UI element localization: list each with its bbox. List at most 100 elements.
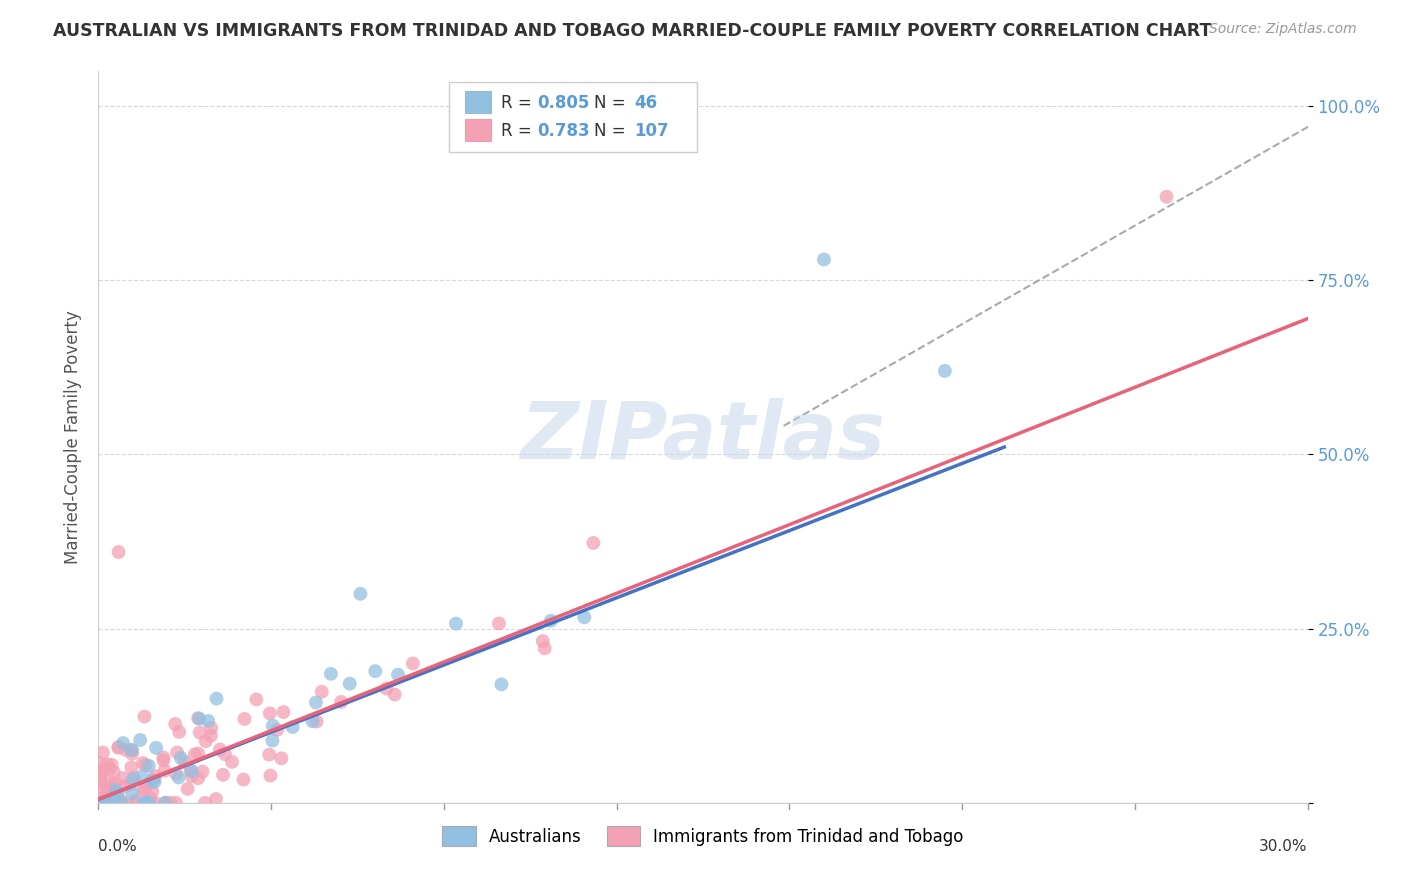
Point — [132, 783, 155, 797]
Point — [90, 766, 112, 780]
Point — [176, 781, 198, 796]
Point — [110, 796, 132, 810]
Point — [813, 252, 835, 267]
Point — [173, 755, 195, 769]
Point — [212, 768, 235, 782]
Point — [533, 641, 555, 656]
Point — [270, 751, 292, 765]
Point — [259, 768, 281, 782]
Point — [131, 769, 153, 783]
Point — [167, 771, 190, 785]
Point — [89, 772, 111, 786]
Point — [89, 773, 111, 788]
Point — [402, 657, 425, 671]
Point — [262, 719, 284, 733]
Point — [194, 796, 217, 810]
Point — [93, 796, 115, 810]
Point — [305, 714, 328, 729]
Point — [141, 785, 163, 799]
Point — [233, 712, 256, 726]
Point — [136, 796, 159, 810]
Point — [134, 709, 156, 723]
FancyBboxPatch shape — [465, 91, 492, 112]
Point — [122, 771, 145, 785]
Point — [205, 691, 228, 706]
Point — [187, 747, 209, 761]
Point — [273, 705, 295, 719]
Point — [208, 742, 231, 756]
Point — [319, 666, 342, 681]
Point — [98, 790, 121, 805]
Point — [167, 725, 190, 739]
Point — [387, 667, 409, 681]
Point — [138, 759, 160, 773]
Point — [90, 796, 112, 810]
Point — [184, 747, 207, 762]
Point — [98, 780, 121, 795]
Point — [152, 750, 174, 764]
Text: 107: 107 — [634, 122, 669, 140]
Point — [107, 789, 129, 804]
Point — [124, 796, 146, 810]
Legend: Australians, Immigrants from Trinidad and Tobago: Australians, Immigrants from Trinidad an… — [436, 820, 970, 853]
Point — [582, 536, 605, 550]
Point — [444, 616, 467, 631]
Point — [194, 734, 217, 748]
Point — [188, 712, 211, 726]
Point — [112, 736, 135, 750]
Point — [132, 756, 155, 770]
Text: Source: ZipAtlas.com: Source: ZipAtlas.com — [1209, 22, 1357, 37]
Point — [98, 762, 121, 776]
FancyBboxPatch shape — [449, 82, 697, 152]
Point — [104, 783, 127, 797]
Point — [488, 616, 510, 631]
Point — [1156, 190, 1178, 204]
Point — [139, 790, 162, 805]
Point — [103, 765, 125, 780]
Point — [138, 796, 160, 810]
Point — [180, 764, 202, 778]
Point — [531, 634, 554, 648]
Point — [166, 746, 188, 760]
Point — [107, 740, 129, 755]
Point — [180, 769, 202, 783]
Point — [134, 782, 156, 797]
Point — [121, 743, 143, 757]
Point — [281, 720, 304, 734]
Text: R =: R = — [501, 94, 537, 112]
Point — [111, 771, 134, 785]
Point — [384, 688, 406, 702]
Point — [97, 796, 120, 810]
Point — [91, 766, 114, 780]
Point — [97, 785, 120, 799]
Point — [114, 779, 136, 793]
Point — [311, 685, 333, 699]
Text: 0.0%: 0.0% — [98, 839, 138, 855]
Point — [107, 796, 129, 810]
Point — [120, 777, 142, 791]
Point — [91, 746, 114, 760]
Point — [97, 796, 120, 810]
Point — [87, 756, 110, 771]
Point — [143, 769, 166, 783]
Point — [107, 545, 129, 559]
Point — [155, 796, 177, 810]
Point — [205, 792, 228, 806]
Point — [87, 791, 110, 805]
FancyBboxPatch shape — [465, 119, 492, 141]
Point — [120, 760, 142, 774]
Point — [540, 614, 562, 628]
Point — [143, 796, 166, 810]
Point — [301, 714, 323, 729]
Point — [934, 364, 956, 378]
Point — [104, 796, 127, 810]
Point — [100, 757, 122, 772]
Point — [114, 796, 136, 810]
Point — [122, 772, 145, 787]
Point — [259, 706, 281, 721]
Point — [114, 743, 136, 757]
Y-axis label: Married-Couple Family Poverty: Married-Couple Family Poverty — [63, 310, 82, 564]
Point — [141, 773, 163, 788]
Point — [364, 664, 387, 678]
Point — [104, 776, 127, 790]
